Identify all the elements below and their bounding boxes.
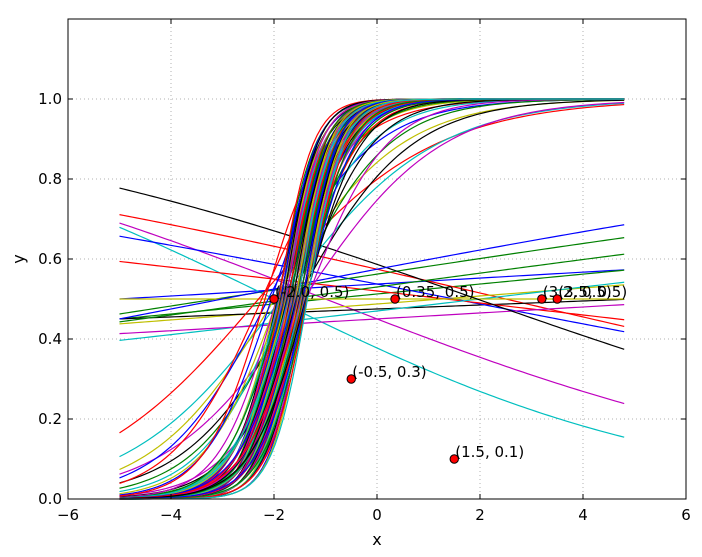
data-point-label-4: (-0.5, 0.3): [352, 363, 426, 381]
y-tick-label-5: 1.0: [38, 90, 62, 108]
x-tick-label-1: −4: [160, 506, 182, 524]
flat-curve-4: [119, 222, 625, 405]
data-point-label-1: (0.35, 0.5): [396, 283, 475, 301]
medium-sigmoid-0: [119, 103, 625, 434]
flat-curve-0: [119, 269, 625, 300]
flat-curve-14: [119, 224, 625, 320]
curve-series-group: [119, 98, 625, 500]
data-point-2: [537, 294, 547, 304]
data-point-1: [390, 294, 400, 304]
data-point-label-3: (3.5, 0.5): [558, 283, 627, 301]
flat-curve-3: [119, 226, 625, 438]
flat-curve-11: [119, 304, 625, 335]
y-tick-label-3: 0.6: [38, 250, 62, 268]
y-axis-label: y: [9, 254, 28, 263]
data-point-0: [269, 294, 279, 304]
flat-curve-8: [119, 237, 625, 315]
grid-lines: [67, 19, 687, 500]
y-tick-label-1: 0.2: [38, 410, 62, 428]
data-point-5: [449, 454, 459, 464]
data-points-group: (-2.0, 0.5) (0.35, 0.5) (3.2, 0.5)(3.5, 0.…: [269, 283, 627, 464]
x-tick-label-0: −6: [57, 506, 79, 524]
data-point-label-5: (1.5, 0.1): [455, 443, 524, 461]
y-tick-label-2: 0.4: [38, 330, 62, 348]
x-tick-label-5: 4: [578, 506, 588, 524]
medium-sigmoid-4: [119, 99, 625, 484]
steep-sigmoid-69: [119, 98, 625, 500]
x-tick-label-3: 0: [372, 506, 382, 524]
flat-curve-5: [119, 284, 625, 325]
medium-sigmoid-2: [119, 101, 625, 475]
x-tick-label-2: −2: [263, 506, 285, 524]
data-point-3: [552, 294, 562, 304]
x-axis-label: x: [372, 530, 381, 549]
axis-ticks: −6 −4 −2 0 2 4 6 0.0 0.2 0.4 0.6 0.8 1.0: [38, 19, 691, 524]
data-point-label-0: (-2.0, 0.5): [275, 283, 349, 301]
flat-curve-7: [119, 235, 625, 333]
y-tick-label-0: 0.0: [38, 490, 62, 508]
y-tick-label-4: 0.8: [38, 170, 62, 188]
flat-curve-15: [119, 253, 625, 323]
x-tick-label-6: 6: [681, 506, 691, 524]
flat-curve-2: [119, 214, 625, 328]
flat-curve-13: [119, 187, 625, 350]
x-tick-label-4: 2: [475, 506, 485, 524]
medium-sigmoid-6: [119, 98, 625, 489]
flat-curve-10: [119, 281, 625, 341]
data-point-4: [346, 374, 356, 384]
medium-sigmoid-1: [119, 102, 625, 458]
